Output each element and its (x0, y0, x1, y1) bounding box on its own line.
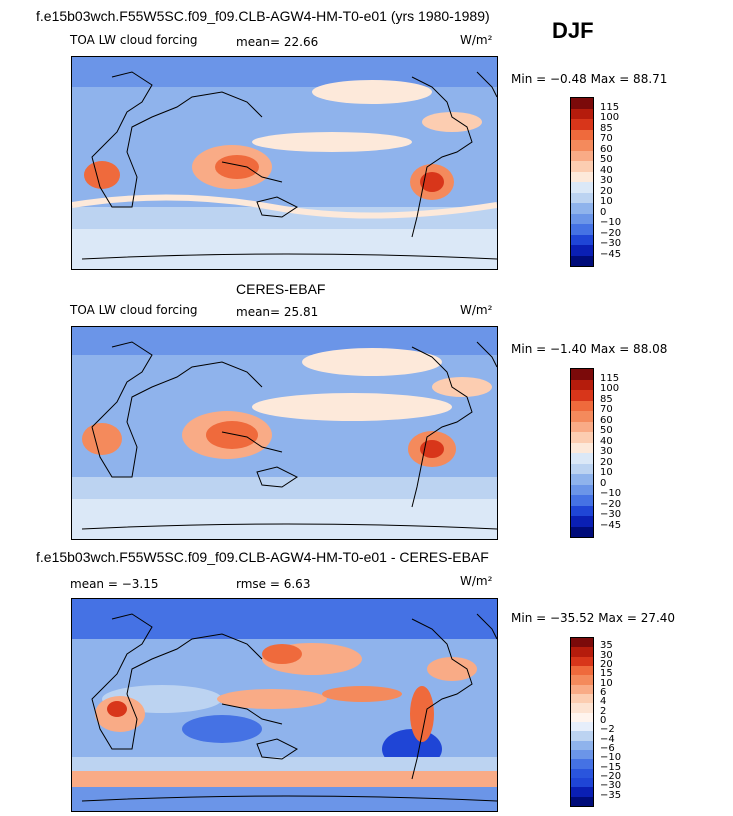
colorbar-tick-label: 60 (600, 143, 613, 155)
panel2-heading: CERES-EBAF (236, 281, 326, 297)
colorbar-tick-label: −10 (600, 217, 622, 228)
panel1-colorbar (570, 97, 594, 267)
colorbar-tick-label: 40 (600, 435, 613, 447)
season-label: DJF (552, 18, 594, 43)
panel1-mean: mean= 22.66 (236, 35, 319, 49)
panel3-rmse: rmse = 6.63 (236, 577, 311, 591)
panel2-colorbar (570, 368, 594, 538)
colorbar-tick-label: −15 (600, 761, 622, 773)
colorbar-tick-label: 40 (600, 164, 613, 176)
colorbar-tick-label: 4 (600, 696, 607, 708)
colorbar-tick-label: −30 (600, 238, 622, 249)
panel3-heading: f.e15b03wch.F55W5SC.f09_f09.CLB-AGW4-HM-… (36, 549, 489, 565)
colorbar-tick-label: −30 (600, 780, 622, 792)
panel2-minmax: Min = −1.40 Max = 88.08 (511, 342, 668, 356)
colorbar-tick-label: −4 (600, 733, 615, 745)
colorbar-tick-label: 30 (600, 175, 613, 186)
panel2-map-image (72, 327, 497, 539)
panel3-map-image (72, 599, 497, 811)
panel1-field-label: TOA LW cloud forcing (70, 33, 198, 47)
panel3-map (71, 598, 498, 812)
colorbar-tick-label: 0 (600, 715, 607, 726)
colorbar-tick-label: −35 (600, 789, 622, 801)
colorbar-tick-label: 10 (600, 196, 613, 207)
colorbar-tick-label: 70 (600, 404, 613, 415)
panel1-units: W/m² (460, 33, 493, 47)
colorbar-tick-label: 35 (600, 640, 613, 652)
colorbar-tick-label: 20 (600, 456, 613, 468)
panel3-minmax: Min = −35.52 Max = 27.40 (511, 611, 676, 625)
colorbar-tick-label: −20 (600, 227, 622, 239)
colorbar-tick-label: −6 (600, 743, 615, 754)
colorbar-tick-label: 115 (600, 372, 620, 384)
colorbar-tick-label: 70 (600, 133, 613, 144)
colorbar-tick-label: 100 (600, 383, 620, 394)
panel3-mean: mean = −3.15 (70, 577, 159, 591)
colorbar-tick-label: 100 (600, 112, 620, 123)
colorbar-tick-label: 10 (600, 467, 613, 478)
case-title: f.e15b03wch.F55W5SC.f09_f09.CLB-AGW4-HM-… (36, 8, 490, 24)
colorbar-tick-label: −30 (600, 509, 622, 520)
colorbar-tick-label: 20 (600, 659, 613, 670)
panel2-field-label: TOA LW cloud forcing (70, 303, 198, 317)
colorbar-tick-label: −45 (600, 248, 622, 260)
colorbar-tick-label: 50 (600, 425, 613, 436)
colorbar-tick-label: 60 (600, 414, 613, 426)
colorbar-tick-label: 85 (600, 122, 613, 134)
colorbar-tick-label: −20 (600, 498, 622, 510)
panel2-units: W/m² (460, 303, 493, 317)
colorbar-tick-label: 0 (600, 477, 607, 489)
colorbar-tick-label: 0 (600, 206, 607, 218)
colorbar-tick-label: 50 (600, 154, 613, 165)
colorbar-tick-label: 15 (600, 668, 613, 680)
colorbar-tick-label: −20 (600, 771, 622, 782)
colorbar-tick-label: 30 (600, 446, 613, 457)
panel1-map (71, 56, 498, 270)
colorbar-tick-label: −10 (600, 752, 622, 764)
panel1-map-image (72, 57, 497, 269)
colorbar-tick-label: −45 (600, 519, 622, 531)
colorbar-tick-label: 2 (600, 705, 607, 717)
colorbar-tick-label: 10 (600, 677, 613, 689)
panel3-colorbar (570, 637, 594, 807)
panel2-mean: mean= 25.81 (236, 305, 319, 319)
colorbar-tick-label: 20 (600, 185, 613, 197)
colorbar-tick-label: −2 (600, 724, 615, 736)
colorbar-tick-label: 115 (600, 101, 620, 113)
panel3-units: W/m² (460, 574, 493, 588)
colorbar-tick-label: 85 (600, 393, 613, 405)
panel2-map (71, 326, 498, 540)
panel1-minmax: Min = −0.48 Max = 88.71 (511, 72, 668, 86)
colorbar-tick-label: 6 (600, 687, 607, 698)
colorbar-tick-label: 30 (600, 649, 613, 661)
colorbar-tick-label: −10 (600, 488, 622, 499)
